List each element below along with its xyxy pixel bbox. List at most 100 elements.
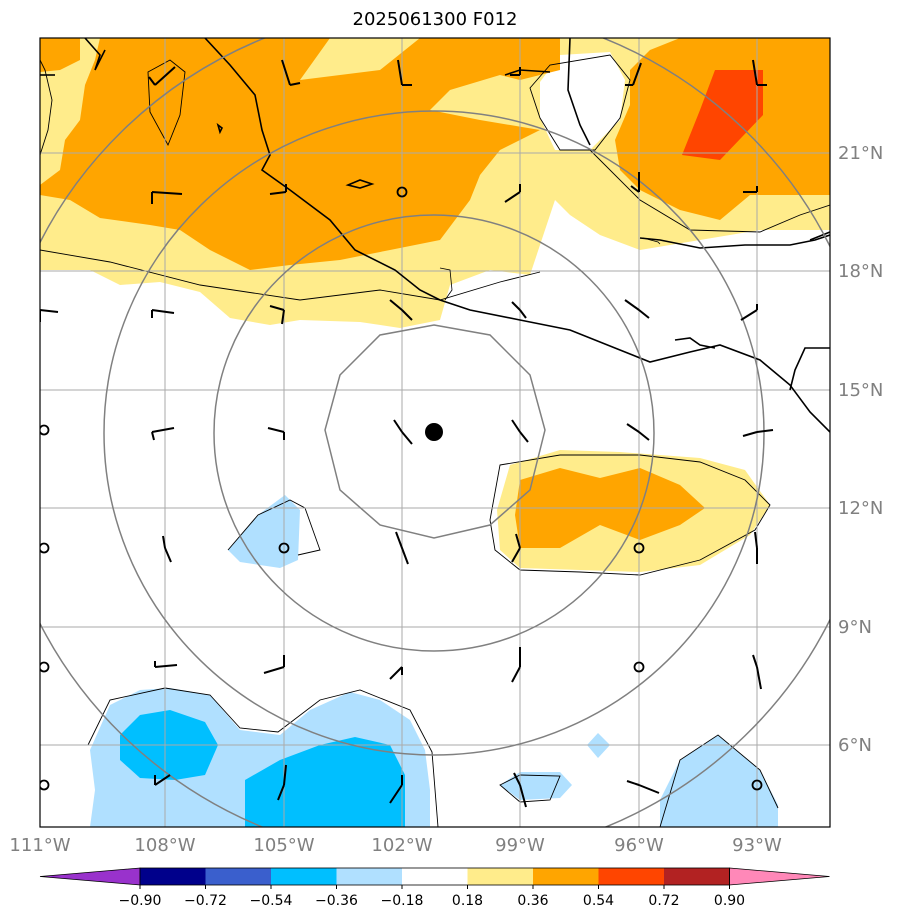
calm-wind-marker	[751, 779, 763, 791]
shaded-field	[40, 38, 830, 827]
colorbar-segment	[467, 868, 534, 885]
calm-wind-marker	[396, 186, 408, 198]
calm-wind-marker	[40, 542, 50, 554]
calm-wind-marker	[633, 661, 645, 673]
wind-barb	[148, 66, 176, 86]
colorbar-label: −0.90	[119, 893, 162, 909]
wind-barb	[511, 419, 529, 443]
wind-barb	[754, 531, 758, 564]
negative-band-light-central	[228, 495, 300, 568]
wind-barb	[625, 62, 642, 86]
wind-barb	[511, 533, 521, 563]
lon-tick-labels: 111°W 108°W 105°W 102°W 99°W 96°W 93°W	[9, 835, 782, 856]
lon-tick-label: 102°W	[371, 835, 432, 856]
lat-tick-label: 18°N	[838, 261, 883, 282]
colorbar-segment	[402, 868, 468, 885]
colorbar-frame	[139, 867, 730, 886]
wind-barb	[743, 186, 758, 193]
lat-tick-label: 12°N	[838, 498, 883, 519]
colorbar-segment	[336, 868, 403, 885]
wind-barb	[389, 775, 403, 804]
wind-barb	[504, 184, 521, 203]
colorbar-segment	[533, 868, 599, 885]
wind-barb	[626, 423, 650, 441]
map-title: 2025061300 F012	[352, 9, 518, 30]
colorbar-label: −0.36	[315, 893, 358, 909]
wind-barb	[510, 67, 521, 76]
wind-barb	[752, 59, 767, 86]
colorbar-label: −0.18	[381, 893, 424, 909]
colorbar-label: 0.72	[648, 893, 679, 909]
wind-barb	[162, 535, 172, 563]
coastline	[40, 38, 830, 433]
wind-barb	[513, 772, 527, 808]
calm-wind-marker	[40, 779, 50, 791]
colorbar-segment	[598, 868, 665, 885]
lat-tick-label: 9°N	[838, 617, 872, 638]
wind-barb	[511, 301, 527, 319]
negative-band-blue-s	[245, 737, 405, 827]
positive-band-red-ne	[682, 70, 763, 160]
lon-tick-label: 111°W	[9, 835, 70, 856]
lon-tick-label: 99°W	[495, 835, 545, 856]
lon-tick-label: 93°W	[732, 835, 782, 856]
wind-barbs	[40, 59, 774, 808]
wind-barb	[511, 647, 521, 683]
colorbar: −0.90 −0.72 −0.54 −0.36 −0.18 0.18 0.36 0.54 0.7…	[39, 867, 830, 909]
calm-wind-marker	[633, 542, 645, 554]
lon-tick-label: 96°W	[614, 835, 664, 856]
plot-frame	[39, 37, 831, 828]
lat-tick-label: 6°N	[838, 735, 872, 756]
lat-tick-labels: 21°N 18°N 15°N 12°N 9°N 6°N	[838, 143, 883, 756]
wind-barb	[151, 427, 175, 441]
wind-barb	[263, 655, 285, 674]
wind-barb	[281, 59, 301, 86]
wind-barb	[626, 780, 660, 794]
wind-barb	[267, 427, 285, 440]
range-ring-2	[213, 214, 655, 652]
wind-barb	[154, 661, 178, 668]
colorbar-label: 0.54	[583, 893, 614, 909]
colorbar-label: −0.54	[250, 893, 293, 909]
wind-barb	[393, 419, 413, 445]
colorbar-label: 0.90	[714, 893, 745, 909]
wind-barb	[630, 172, 640, 193]
colorbar-label: 0.18	[452, 893, 483, 909]
positive-band-orange-north	[40, 38, 560, 270]
colorbar-segment	[271, 868, 337, 885]
calm-wind-marker	[40, 661, 50, 673]
range-ring-3	[103, 110, 765, 756]
colorbar-segment	[664, 868, 730, 885]
storm-center-marker	[425, 423, 443, 441]
colorbar-extend-low	[39, 867, 141, 886]
contours	[40, 54, 830, 827]
colorbar-segment	[140, 868, 206, 885]
wind-barb	[269, 184, 287, 195]
wind-barb	[740, 304, 758, 321]
wind-barb	[742, 429, 774, 437]
wind-barb	[40, 309, 59, 322]
colorbar-label: 0.36	[517, 893, 548, 909]
wind-barb	[269, 305, 285, 325]
wind-barb	[154, 774, 171, 786]
range-rings	[40, 38, 830, 827]
calm-wind-marker	[40, 424, 50, 436]
lon-tick-label: 105°W	[253, 835, 314, 856]
colorbar-extend-high	[729, 867, 830, 886]
lat-tick-label: 21°N	[838, 143, 883, 164]
wind-barb	[389, 666, 403, 680]
wind-barb	[397, 59, 412, 86]
colorbar-segment	[205, 868, 272, 885]
wind-barb	[277, 764, 287, 801]
calm-wind-marker	[278, 542, 290, 554]
range-ring-1	[324, 324, 546, 539]
wind-barb	[151, 309, 175, 318]
wind-barb	[624, 299, 650, 319]
wind-barb	[395, 531, 409, 565]
wind-barb	[389, 299, 413, 321]
colorbar-label: −0.72	[184, 893, 227, 909]
lat-tick-label: 15°N	[838, 380, 883, 401]
negative-band-light-se	[660, 735, 778, 827]
lon-tick-label: 108°W	[134, 835, 195, 856]
